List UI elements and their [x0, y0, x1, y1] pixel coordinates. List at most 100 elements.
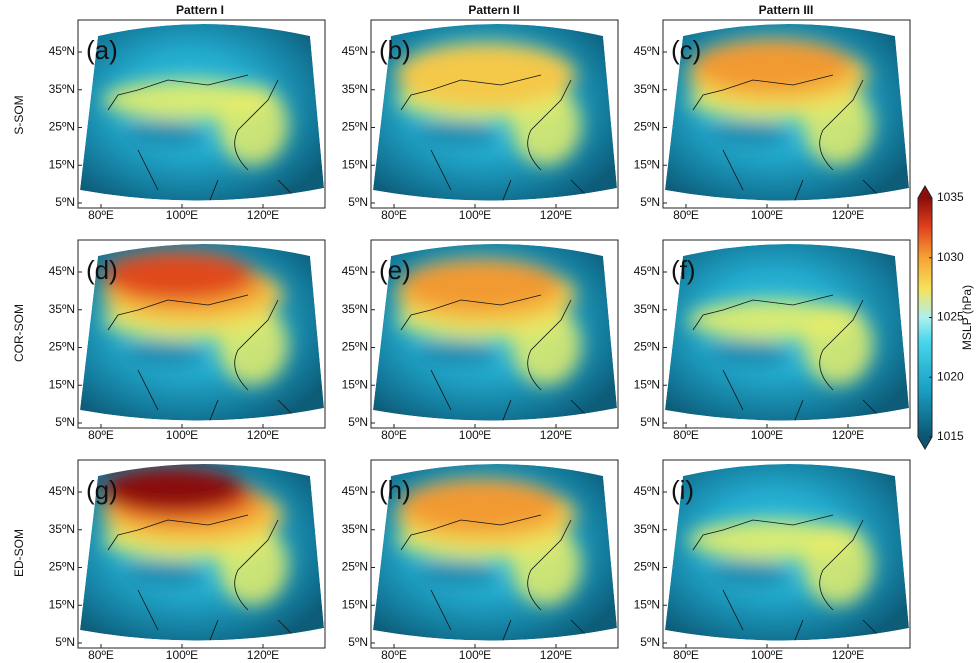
lon-tick-label: 100ºE	[751, 428, 783, 442]
lat-tick-label: 5ºN	[55, 195, 75, 209]
lat-tick-label: 35ºN	[342, 302, 368, 316]
lon-tick-label: 120ºE	[247, 428, 279, 442]
lat-tick-label: 25ºN	[49, 560, 75, 574]
lon-tick-label: 80ºE	[381, 648, 407, 662]
panel-frame	[77, 19, 326, 209]
lat-tick-label: 5ºN	[55, 415, 75, 429]
lon-tick-label: 100ºE	[459, 208, 491, 222]
map-field	[80, 464, 324, 641]
map-panel: (g) 45ºN 35ºN 25ºN 15ºN 5ºN 80ºE 100ºE 120ºE	[49, 459, 326, 662]
lat-tick-label: 35ºN	[634, 302, 660, 316]
high-core	[396, 43, 576, 107]
lon-tick-label: 100ºE	[166, 648, 198, 662]
map-field	[80, 24, 324, 201]
coastline	[692, 74, 879, 201]
panel-letter: (g)	[86, 475, 118, 505]
colorbar-tick-label: 1025	[937, 310, 964, 324]
panel-frame	[370, 459, 619, 649]
coastline	[400, 74, 587, 201]
tibet-low	[708, 121, 788, 149]
panel-frame	[370, 19, 619, 209]
panel-frame	[77, 459, 326, 649]
tibet-low	[708, 341, 788, 369]
lat-tick-label: 5ºN	[640, 415, 660, 429]
colorbar-extend-top	[918, 186, 932, 198]
tibet-low	[708, 561, 788, 589]
map-field	[665, 244, 909, 421]
tibet-low	[123, 121, 203, 149]
coastline	[107, 294, 294, 421]
coastline	[107, 74, 294, 201]
colorbar: 1015 1020 1025 1030 1035 MSLP (hPa)	[917, 185, 974, 450]
high-core	[693, 39, 853, 91]
colorbar-tick-label: 1020	[937, 369, 964, 383]
panel-letter: (b)	[379, 35, 411, 65]
lat-tick-label: 25ºN	[634, 340, 660, 354]
lat-tick-label: 15ºN	[342, 157, 368, 171]
lat-tick-label: 35ºN	[49, 302, 75, 316]
lon-tick-label: 100ºE	[751, 648, 783, 662]
map-panel: (c) 45ºN 35ºN 25ºN 15ºN 5ºN 80ºE 100ºE 120ºE	[634, 19, 911, 222]
lat-tick-label: 45ºN	[49, 44, 75, 58]
panel-frame	[370, 239, 619, 429]
lon-tick-label: 80ºE	[381, 428, 407, 442]
lat-tick-label: 15ºN	[342, 597, 368, 611]
lat-tick-label: 45ºN	[49, 264, 75, 278]
lat-tick-label: 5ºN	[640, 635, 660, 649]
panel-letter: (h)	[379, 475, 411, 505]
lat-tick-label: 25ºN	[634, 560, 660, 574]
field-blobs	[103, 466, 288, 605]
lat-tick-label: 15ºN	[342, 377, 368, 391]
panel-frame	[662, 239, 911, 429]
panel-letter: (f)	[671, 255, 696, 285]
lon-tick-label: 80ºE	[88, 428, 114, 442]
east-band	[511, 305, 581, 385]
field-blobs	[688, 520, 873, 605]
tibet-low	[123, 561, 203, 589]
high-core	[401, 259, 561, 311]
map-field	[373, 24, 617, 201]
panel-frame	[662, 459, 911, 649]
high-core	[401, 479, 561, 531]
panel-letter: (c)	[671, 35, 701, 65]
high-core	[103, 466, 243, 510]
field-blobs	[688, 300, 873, 385]
tibet-low	[416, 341, 496, 369]
high-core	[103, 251, 253, 299]
lon-tick-label: 80ºE	[88, 648, 114, 662]
lon-tick-label: 120ºE	[540, 648, 572, 662]
coastline	[692, 294, 879, 421]
field-blobs	[396, 479, 581, 605]
lat-tick-label: 45ºN	[342, 484, 368, 498]
panel-frame	[77, 239, 326, 429]
lat-tick-label: 15ºN	[49, 157, 75, 171]
lat-tick-label: 35ºN	[634, 82, 660, 96]
lat-tick-label: 15ºN	[634, 377, 660, 391]
lat-tick-label: 25ºN	[342, 340, 368, 354]
colorbar-scale	[918, 198, 932, 437]
tibet-low	[416, 121, 496, 149]
map-field	[665, 24, 909, 201]
lat-tick-label: 35ºN	[342, 82, 368, 96]
lat-tick-label: 35ºN	[342, 522, 368, 536]
lat-tick-label: 5ºN	[348, 635, 368, 649]
lat-tick-label: 15ºN	[49, 597, 75, 611]
colorbar-tick-label: 1035	[937, 190, 964, 204]
map-panel: (e) 45ºN 35ºN 25ºN 15ºN 5ºN 80ºE 100ºE 120ºE	[342, 239, 619, 442]
lat-tick-label: 35ºN	[49, 522, 75, 536]
colorbar-tick-label: 1015	[937, 429, 964, 443]
east-band	[803, 305, 873, 385]
east-band	[511, 525, 581, 605]
lon-tick-label: 120ºE	[540, 208, 572, 222]
column-title: Pattern III	[759, 3, 814, 17]
coastline	[400, 294, 587, 421]
map-field	[373, 464, 617, 641]
coastline	[692, 514, 879, 641]
east-band	[803, 525, 873, 605]
panel-frame	[662, 19, 911, 209]
colorbar-extend-bottom	[918, 437, 932, 449]
east-band	[511, 85, 581, 165]
lon-tick-label: 80ºE	[673, 208, 699, 222]
lat-tick-label: 45ºN	[634, 44, 660, 58]
lon-tick-label: 100ºE	[459, 428, 491, 442]
